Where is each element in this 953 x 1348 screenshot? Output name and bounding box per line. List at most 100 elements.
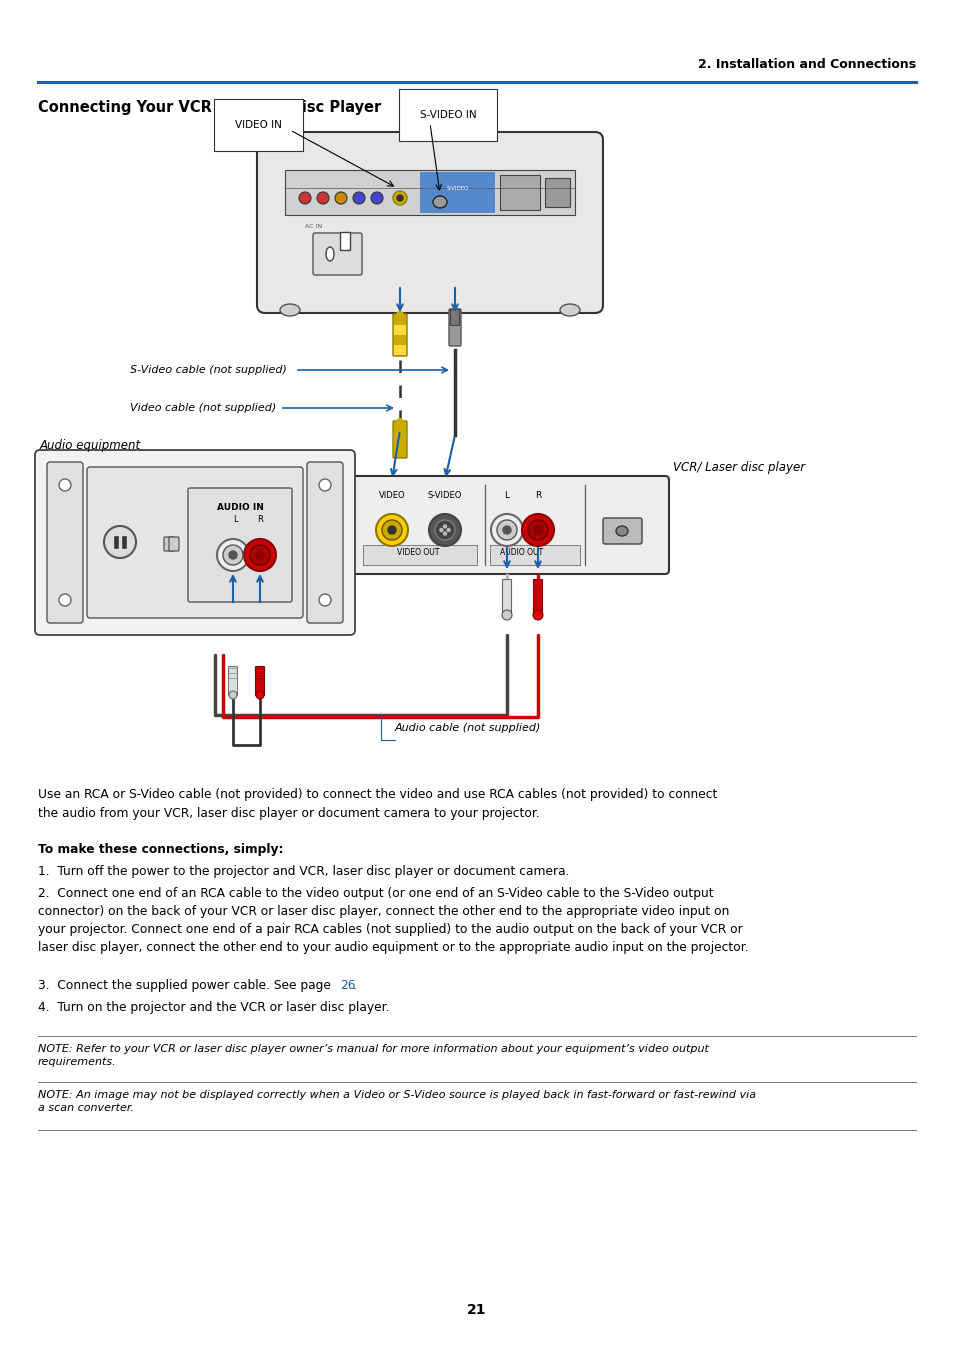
Ellipse shape bbox=[280, 305, 299, 315]
Bar bbox=[544, 178, 569, 208]
Circle shape bbox=[59, 594, 71, 607]
Circle shape bbox=[447, 528, 450, 531]
Text: VIDEO: VIDEO bbox=[378, 491, 405, 500]
Circle shape bbox=[223, 545, 243, 565]
Circle shape bbox=[318, 479, 331, 491]
FancyBboxPatch shape bbox=[602, 518, 641, 545]
FancyBboxPatch shape bbox=[393, 314, 407, 356]
Bar bbox=[394, 325, 406, 336]
FancyBboxPatch shape bbox=[450, 310, 459, 325]
FancyBboxPatch shape bbox=[35, 450, 355, 635]
Ellipse shape bbox=[326, 247, 334, 262]
Text: Audio equipment: Audio equipment bbox=[40, 438, 141, 452]
Circle shape bbox=[229, 692, 236, 700]
Text: NOTE: Refer to your VCR or laser disc player owner’s manual for more information: NOTE: Refer to your VCR or laser disc pl… bbox=[38, 1043, 708, 1068]
Text: VIDEO IN: VIDEO IN bbox=[234, 120, 281, 129]
Text: AUDIO IN: AUDIO IN bbox=[216, 504, 263, 512]
Circle shape bbox=[371, 191, 382, 204]
FancyBboxPatch shape bbox=[255, 666, 264, 696]
FancyBboxPatch shape bbox=[313, 233, 361, 275]
Circle shape bbox=[316, 191, 329, 204]
Bar bbox=[490, 545, 579, 565]
Text: 3.  Connect the supplied power cable. See page: 3. Connect the supplied power cable. See… bbox=[38, 979, 335, 992]
Circle shape bbox=[396, 195, 402, 201]
Text: S-VIDEO: S-VIDEO bbox=[446, 186, 469, 191]
Text: 1.  Turn off the power to the projector and VCR, laser disc player or document c: 1. Turn off the power to the projector a… bbox=[38, 865, 569, 878]
Circle shape bbox=[335, 191, 347, 204]
Circle shape bbox=[497, 520, 517, 541]
Circle shape bbox=[216, 539, 249, 572]
Circle shape bbox=[298, 191, 311, 204]
FancyBboxPatch shape bbox=[393, 421, 407, 458]
Circle shape bbox=[443, 524, 446, 528]
Text: S-Video cable (not supplied): S-Video cable (not supplied) bbox=[130, 365, 287, 375]
Circle shape bbox=[255, 692, 264, 700]
Text: R: R bbox=[535, 491, 540, 500]
FancyBboxPatch shape bbox=[351, 476, 668, 574]
Circle shape bbox=[502, 526, 511, 534]
Text: 26: 26 bbox=[339, 979, 355, 992]
Circle shape bbox=[353, 191, 365, 204]
Circle shape bbox=[388, 526, 395, 534]
Text: Video cable (not supplied): Video cable (not supplied) bbox=[130, 403, 276, 412]
Bar bbox=[285, 170, 575, 214]
Text: 21: 21 bbox=[467, 1304, 486, 1317]
Circle shape bbox=[255, 551, 264, 559]
Text: S-VIDEO IN: S-VIDEO IN bbox=[419, 111, 476, 120]
Circle shape bbox=[491, 514, 522, 546]
Bar bbox=[394, 345, 406, 355]
Ellipse shape bbox=[559, 305, 579, 315]
Circle shape bbox=[527, 520, 547, 541]
Circle shape bbox=[443, 532, 446, 535]
FancyBboxPatch shape bbox=[256, 132, 602, 313]
Circle shape bbox=[396, 418, 403, 426]
Circle shape bbox=[435, 520, 455, 541]
Circle shape bbox=[250, 545, 270, 565]
Ellipse shape bbox=[616, 526, 627, 537]
Text: Use an RCA or S-Video cable (not provided) to connect the video and use RCA cabl: Use an RCA or S-Video cable (not provide… bbox=[38, 789, 717, 820]
Text: To make these connections, simply:: To make these connections, simply: bbox=[38, 842, 283, 856]
FancyBboxPatch shape bbox=[449, 309, 460, 346]
Text: L: L bbox=[233, 515, 237, 524]
Text: AUDIO OUT: AUDIO OUT bbox=[500, 549, 543, 557]
Text: VIDEO OUT: VIDEO OUT bbox=[396, 549, 438, 557]
Text: R: R bbox=[256, 515, 263, 524]
Bar bbox=[363, 545, 476, 565]
Bar bbox=[499, 175, 539, 210]
Text: NOTE: An image may not be displayed correctly when a Video or S-Video source is : NOTE: An image may not be displayed corr… bbox=[38, 1091, 756, 1113]
Circle shape bbox=[501, 611, 512, 620]
Circle shape bbox=[104, 526, 136, 558]
Circle shape bbox=[59, 479, 71, 491]
Bar bbox=[394, 336, 406, 345]
FancyBboxPatch shape bbox=[307, 462, 343, 623]
Circle shape bbox=[318, 594, 331, 607]
Bar bbox=[339, 232, 350, 249]
Circle shape bbox=[375, 514, 408, 546]
Circle shape bbox=[533, 611, 542, 620]
Text: AC IN: AC IN bbox=[305, 224, 322, 229]
Ellipse shape bbox=[433, 195, 447, 208]
Text: 2.  Connect one end of an RCA cable to the video output (or one end of an S-Vide: 2. Connect one end of an RCA cable to th… bbox=[38, 887, 748, 954]
Circle shape bbox=[381, 520, 401, 541]
FancyBboxPatch shape bbox=[533, 580, 542, 616]
Text: S-VIDEO: S-VIDEO bbox=[427, 491, 461, 500]
Circle shape bbox=[393, 191, 407, 205]
Circle shape bbox=[229, 551, 236, 559]
Text: Connecting Your VCR or Laser Disc Player: Connecting Your VCR or Laser Disc Player bbox=[38, 100, 381, 115]
Text: Audio cable (not supplied): Audio cable (not supplied) bbox=[395, 723, 540, 733]
FancyBboxPatch shape bbox=[229, 666, 237, 696]
Text: .: . bbox=[353, 979, 356, 992]
Circle shape bbox=[244, 539, 275, 572]
Circle shape bbox=[429, 514, 460, 546]
Text: L: L bbox=[504, 491, 509, 500]
FancyBboxPatch shape bbox=[169, 537, 179, 551]
FancyBboxPatch shape bbox=[47, 462, 83, 623]
Bar bbox=[394, 315, 406, 325]
FancyBboxPatch shape bbox=[188, 488, 292, 603]
Bar bbox=[122, 537, 126, 549]
Circle shape bbox=[396, 311, 403, 318]
Circle shape bbox=[521, 514, 554, 546]
Text: 2. Installation and Connections: 2. Installation and Connections bbox=[698, 58, 915, 71]
FancyBboxPatch shape bbox=[502, 580, 511, 616]
Circle shape bbox=[534, 526, 541, 534]
